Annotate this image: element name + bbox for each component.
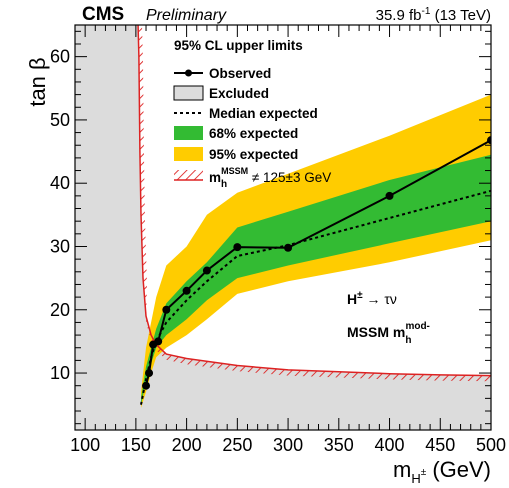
scenario-sub: h xyxy=(405,335,411,346)
median-expected-line xyxy=(140,189,491,405)
mh-main: m xyxy=(209,170,221,185)
legend-label-observed: Observed xyxy=(209,66,271,81)
mh-rest: ≠ 125±3 GeV xyxy=(248,170,331,185)
legend: 95% CL upper limits Observed Excluded Me… xyxy=(173,38,331,190)
process-rest: → τν xyxy=(363,291,397,307)
header-experiment: CMS xyxy=(82,4,124,25)
legend-label-mh: mh MSSM ≠ 125±3 GeV xyxy=(209,166,331,190)
legend-item-68: 68% expected xyxy=(174,126,298,141)
process-label: H± → τν xyxy=(347,290,397,307)
x-tick-label: 100 xyxy=(70,435,100,455)
x-tick-label: 450 xyxy=(425,435,455,455)
x-label-unit: (GeV) xyxy=(426,457,491,482)
y-axis-label: tan β xyxy=(25,57,50,106)
x-tick-label: 150 xyxy=(121,435,151,455)
y-tick-label: 20 xyxy=(50,300,70,320)
observed-point xyxy=(487,136,491,145)
legend-label-median: Median expected xyxy=(209,106,318,121)
lumi-exponent: -1 xyxy=(422,6,431,17)
x-tick-label: 250 xyxy=(222,435,252,455)
observed-point xyxy=(233,243,242,252)
mh-contour-line xyxy=(137,25,491,377)
x-tick-label: 300 xyxy=(273,435,303,455)
y-tick-label: 30 xyxy=(50,236,70,256)
legend-item-mh: mh MSSM ≠ 125±3 GeV xyxy=(174,166,331,190)
mh-sup: MSSM xyxy=(221,166,248,176)
legend-label-95: 95% expected xyxy=(209,147,298,162)
header-status: Preliminary xyxy=(146,7,227,24)
y-tick-label: 60 xyxy=(50,47,70,67)
legend-item-95: 95% expected xyxy=(174,147,298,162)
x-label-sub: H xyxy=(411,471,420,486)
observed-point xyxy=(142,381,151,390)
observed-point xyxy=(202,266,211,275)
legend-label-excluded: Excluded xyxy=(209,86,269,101)
y-tick-label: 10 xyxy=(50,363,70,383)
x-label-main: m xyxy=(393,457,411,482)
observed-point xyxy=(182,286,191,295)
y-tick-label: 40 xyxy=(50,173,70,193)
excluded-region xyxy=(75,25,491,430)
observed-point xyxy=(145,369,154,378)
legend-item-median: Median expected xyxy=(174,106,318,121)
legend-item-observed: Observed xyxy=(174,66,271,81)
observed-point xyxy=(385,191,394,200)
header-lumi: 35.9 fb-1 (13 TeV) xyxy=(376,6,491,24)
x-tick-label: 500 xyxy=(476,435,506,455)
process-sup: ± xyxy=(357,290,363,301)
band-68-expected xyxy=(141,154,491,405)
x-label-sup: ± xyxy=(421,467,427,478)
observed-point xyxy=(154,337,163,346)
x-tick-label: 350 xyxy=(324,435,354,455)
y-tick-label: 50 xyxy=(50,110,70,130)
lumi-energy: (13 TeV) xyxy=(430,7,491,24)
x-tick-label: 400 xyxy=(375,435,405,455)
legend-label-68: 68% expected xyxy=(209,126,298,141)
legend-item-excluded: Excluded xyxy=(173,85,269,101)
observed-point xyxy=(162,305,171,314)
observed-point xyxy=(284,243,293,252)
scenario-label: MSSM mh mod- xyxy=(347,321,430,346)
lumi-value: 35.9 fb xyxy=(376,7,422,24)
process-main: H xyxy=(347,291,357,307)
mh-sub: h xyxy=(221,179,227,190)
legend-title: 95% CL upper limits xyxy=(174,38,303,53)
x-axis-label: mH± (GeV) xyxy=(393,457,491,486)
scenario-sup: mod- xyxy=(405,321,429,332)
plot-frame xyxy=(74,24,492,431)
x-tick-label: 200 xyxy=(172,435,202,455)
scenario-main: MSSM m xyxy=(347,324,405,340)
